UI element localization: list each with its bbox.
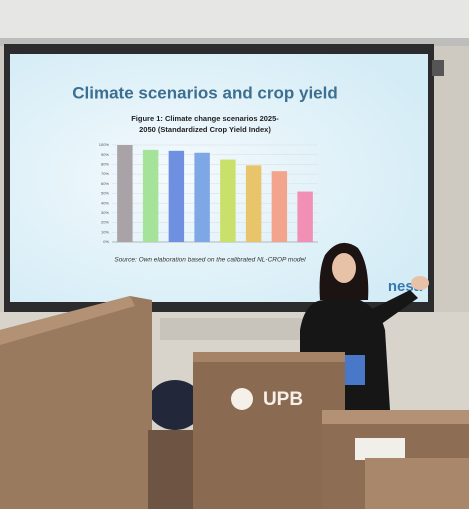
y-tick-label: 90% bbox=[101, 152, 109, 157]
desk-front bbox=[365, 458, 469, 509]
y-tick-label: 50% bbox=[101, 191, 109, 196]
bar bbox=[297, 191, 313, 242]
y-tick-label: 100% bbox=[99, 142, 110, 147]
sensor bbox=[432, 60, 444, 76]
ceiling-edge bbox=[0, 38, 469, 46]
y-tick-label: 20% bbox=[101, 220, 109, 225]
slide-title: Climate scenarios and crop yield bbox=[72, 83, 337, 102]
y-tick-label: 70% bbox=[101, 171, 109, 176]
chart-title-line: 2050 (Standardized Crop Yield Index) bbox=[139, 125, 271, 134]
chair bbox=[147, 380, 203, 430]
ceiling bbox=[0, 0, 469, 40]
bar bbox=[194, 152, 210, 242]
bar bbox=[117, 145, 133, 242]
presenter-arm bbox=[370, 290, 418, 325]
bar bbox=[271, 171, 288, 242]
desk-middle bbox=[148, 430, 193, 509]
bar bbox=[220, 159, 236, 242]
desk-left bbox=[0, 296, 152, 509]
y-tick-label: 30% bbox=[101, 210, 109, 215]
desk-left-top bbox=[0, 296, 135, 345]
power-outlet bbox=[355, 438, 405, 460]
chart: 0% 10% 20% 30% 40% 50% 60% 70% 80% 90% 100% bbox=[99, 142, 318, 244]
bar bbox=[142, 149, 159, 242]
desk-right-top bbox=[322, 410, 469, 424]
podium-top bbox=[193, 352, 345, 362]
y-tick-label: 40% bbox=[101, 200, 109, 205]
y-tick-label: 0% bbox=[103, 239, 109, 244]
presenter-face bbox=[332, 253, 356, 283]
whiteboard-rail bbox=[160, 318, 320, 340]
podium-emblem bbox=[231, 388, 253, 410]
podium-logo: UPB bbox=[263, 389, 303, 410]
y-tick-label: 60% bbox=[101, 181, 109, 186]
presenter-hand bbox=[411, 276, 429, 290]
bar bbox=[168, 150, 185, 242]
y-tick-label: 10% bbox=[101, 229, 109, 234]
badge bbox=[345, 355, 365, 385]
podium bbox=[193, 352, 345, 509]
chart-title-line: Figure 1: Climate change scenarios 2025- bbox=[131, 114, 279, 123]
bar bbox=[245, 165, 262, 242]
y-tick-label: 80% bbox=[101, 161, 109, 166]
chart-source: Source: Own elaboration based on the cal… bbox=[114, 257, 306, 264]
